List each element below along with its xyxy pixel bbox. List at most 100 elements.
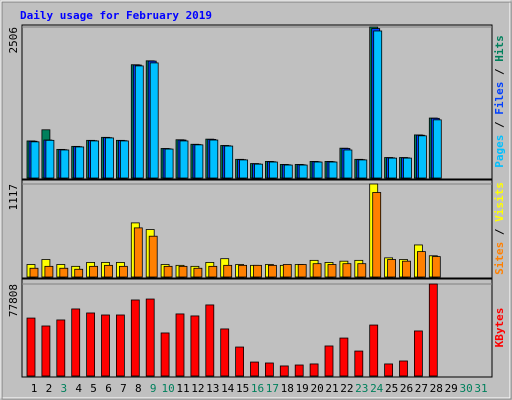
x-tick-label: 1 bbox=[31, 382, 38, 395]
bar bbox=[388, 157, 398, 179]
bar bbox=[239, 159, 249, 179]
bar bbox=[328, 161, 338, 179]
bar bbox=[342, 263, 352, 278]
x-tick-label: 30 bbox=[459, 382, 472, 395]
bar bbox=[223, 264, 233, 278]
legend-entry: Hits bbox=[493, 35, 506, 62]
legend-separator: / bbox=[493, 222, 506, 242]
bar bbox=[417, 135, 427, 179]
x-tick-label: 4 bbox=[75, 382, 82, 395]
bar bbox=[294, 364, 304, 377]
legend-entry: KBytes bbox=[493, 308, 506, 348]
x-tick-label: 8 bbox=[135, 382, 142, 395]
bar bbox=[205, 304, 215, 377]
x-tick-label: 14 bbox=[221, 382, 235, 395]
bar bbox=[101, 314, 110, 377]
bar bbox=[30, 141, 40, 179]
bar bbox=[238, 264, 248, 278]
x-tick-label: 6 bbox=[105, 382, 112, 395]
bar bbox=[416, 251, 426, 278]
bar bbox=[44, 265, 54, 278]
y-tick-label: 2506 bbox=[7, 27, 20, 54]
plot-area bbox=[21, 278, 493, 378]
bar bbox=[190, 315, 200, 377]
bar bbox=[75, 146, 85, 179]
bar bbox=[264, 362, 274, 377]
bar bbox=[384, 363, 394, 377]
bar bbox=[89, 265, 98, 278]
x-tick-label: 26 bbox=[400, 382, 413, 395]
bar bbox=[26, 317, 36, 377]
bar bbox=[327, 264, 337, 278]
bar bbox=[163, 265, 173, 278]
bar bbox=[357, 263, 367, 278]
x-tick-label: 7 bbox=[120, 382, 127, 395]
bar bbox=[373, 30, 383, 179]
legend-entry: Sites bbox=[493, 242, 506, 275]
legend-entry: Pages bbox=[493, 135, 506, 168]
x-tick-label: 12 bbox=[191, 382, 204, 395]
bar bbox=[71, 308, 81, 377]
bar bbox=[194, 144, 204, 179]
bar bbox=[358, 159, 368, 179]
plot-area bbox=[21, 24, 493, 180]
legend-separator: / bbox=[493, 115, 506, 135]
legend: KBytes bbox=[493, 308, 506, 348]
chart-title: Daily usage for February 2019 bbox=[20, 9, 212, 22]
x-tick-label: 15 bbox=[236, 382, 249, 395]
bar bbox=[90, 140, 99, 179]
y-tick-label: 1117 bbox=[7, 184, 20, 211]
x-tick-label: 16 bbox=[251, 382, 264, 395]
bar bbox=[312, 263, 322, 278]
bar bbox=[432, 119, 442, 179]
bar bbox=[253, 264, 262, 278]
bar bbox=[339, 337, 349, 377]
bar bbox=[235, 346, 245, 377]
legend-separator: / bbox=[493, 62, 506, 82]
bar bbox=[369, 324, 379, 377]
bar bbox=[298, 164, 308, 179]
bar bbox=[130, 299, 140, 377]
bar bbox=[41, 325, 51, 377]
x-tick-label: 27 bbox=[415, 382, 428, 395]
bar bbox=[175, 313, 185, 377]
bar bbox=[179, 140, 189, 179]
bar bbox=[372, 192, 382, 278]
x-tick-label: 5 bbox=[90, 382, 97, 395]
x-tick-label: 24 bbox=[370, 382, 384, 395]
bar bbox=[149, 62, 159, 179]
bar bbox=[399, 360, 408, 377]
bar bbox=[403, 157, 412, 179]
bar bbox=[254, 163, 263, 179]
legend-entry: Visits bbox=[493, 182, 506, 222]
x-tick-label: 3 bbox=[60, 382, 67, 395]
x-tick-label: 21 bbox=[325, 382, 338, 395]
bar bbox=[313, 161, 323, 179]
bar bbox=[56, 319, 66, 377]
legend-entry: Files bbox=[493, 82, 506, 115]
bar bbox=[431, 256, 441, 278]
bar bbox=[343, 149, 353, 179]
bar bbox=[267, 264, 277, 278]
bar bbox=[208, 265, 218, 278]
bar bbox=[104, 264, 113, 278]
bar bbox=[119, 265, 128, 278]
bar bbox=[324, 345, 334, 377]
bar bbox=[160, 332, 170, 377]
y-tick-label: 77808 bbox=[7, 284, 20, 317]
bar bbox=[145, 298, 155, 377]
x-tick-label: 28 bbox=[430, 382, 443, 395]
bar bbox=[86, 312, 95, 377]
x-tick-label: 29 bbox=[445, 382, 458, 395]
bar bbox=[120, 140, 129, 179]
bar bbox=[164, 148, 174, 179]
bar bbox=[250, 361, 259, 377]
bar bbox=[220, 328, 230, 377]
x-tick-label: 23 bbox=[355, 382, 368, 395]
bar bbox=[60, 149, 70, 179]
bar bbox=[428, 283, 438, 377]
bar bbox=[282, 264, 292, 278]
